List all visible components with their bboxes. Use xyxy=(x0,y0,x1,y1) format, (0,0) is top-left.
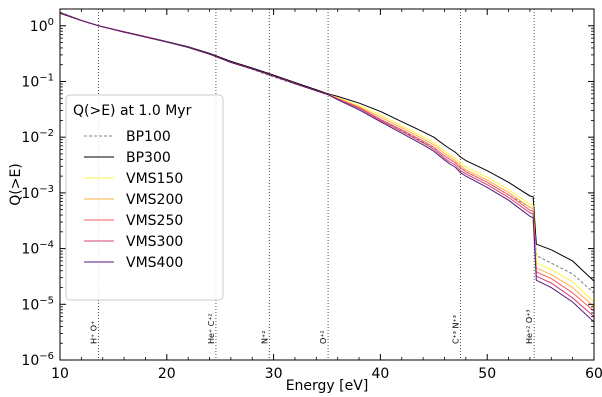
series-line-vms400 xyxy=(60,12,594,323)
edge-label: O⁺² xyxy=(319,330,328,344)
x-axis-label: Energy [eV] xyxy=(286,378,369,394)
legend-label: VMS250 xyxy=(126,213,183,229)
y-tick-label: 10−1 xyxy=(21,72,54,90)
edge-label: He⁺² O⁺³ xyxy=(525,309,534,344)
y-tick-label: 10−3 xyxy=(21,184,54,202)
edge-label: N⁺² xyxy=(260,331,269,344)
edge-label: C⁺³ N⁺³ xyxy=(452,315,461,344)
series-lines xyxy=(60,11,594,323)
y-tick-label: 10−6 xyxy=(21,351,54,369)
x-tick-label: 20 xyxy=(158,366,176,382)
series-line-bp300 xyxy=(60,12,594,282)
y-tick-label: 100 xyxy=(30,17,54,35)
y-tick-label: 10−5 xyxy=(21,295,54,313)
y-tick-label: 10−4 xyxy=(21,240,54,258)
axis-ticks: 10 20 30 40 50 60 10−6 10−5 10−4 10−3 10−2 10−1 100 xyxy=(21,8,602,382)
legend-title: Q(>E) at 1.0 Myr xyxy=(73,103,192,119)
x-tick-label: 10 xyxy=(51,366,69,382)
edge-label: He⁺ C⁺² xyxy=(207,313,216,344)
legend: Q(>E) at 1.0 Myr BP100 BP300 VMS150 VMS200 VM… xyxy=(65,94,224,301)
legend-label: VMS400 xyxy=(126,255,183,271)
ionization-edges: H⁺ O⁺ He⁺ C⁺² N⁺² O⁺² C⁺³ N⁺³ He⁺² O⁺³ xyxy=(89,9,535,360)
legend-box xyxy=(65,94,224,301)
x-tick-label: 50 xyxy=(478,366,496,382)
edge-label: H⁺ O⁺ xyxy=(89,321,98,344)
x-tick-label: 40 xyxy=(371,366,389,382)
legend-label: VMS200 xyxy=(126,192,183,208)
x-tick-label: 60 xyxy=(585,366,602,382)
legend-label: BP100 xyxy=(126,129,171,145)
legend-label: VMS300 xyxy=(126,234,183,250)
x-tick-label: 30 xyxy=(265,366,283,382)
y-tick-label: 10−2 xyxy=(21,128,54,146)
plot-frame xyxy=(59,8,595,361)
legend-label: VMS150 xyxy=(126,171,183,187)
legend-label: BP300 xyxy=(126,150,171,166)
y-axis-label: Q(>E) xyxy=(8,163,24,206)
